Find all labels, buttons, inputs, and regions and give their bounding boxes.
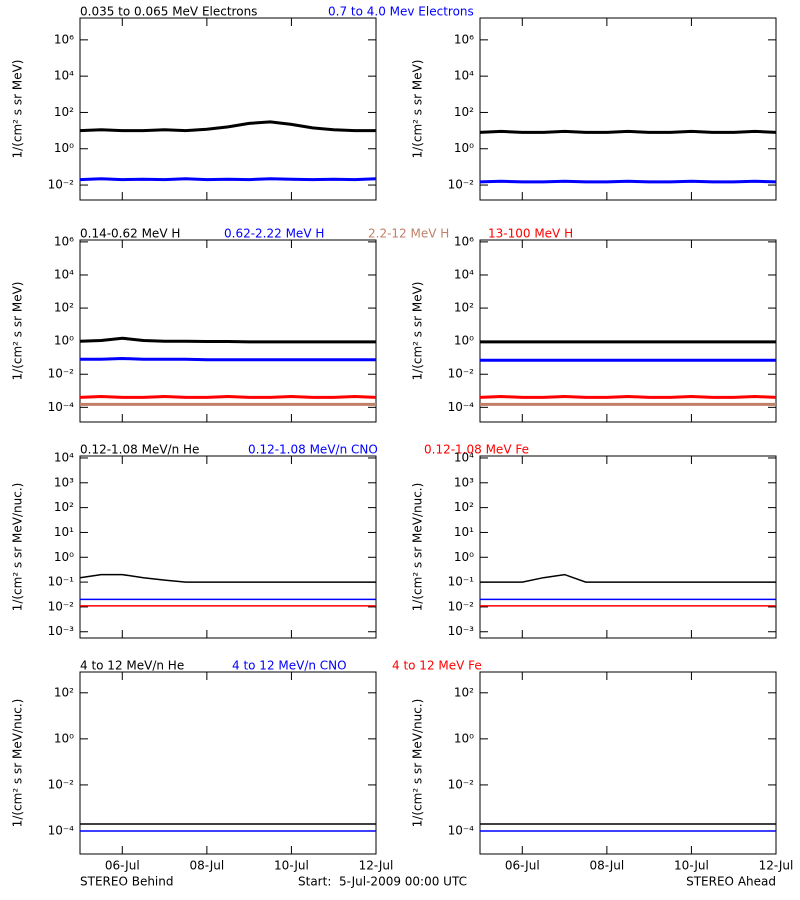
plot-frame xyxy=(479,17,777,201)
plot-frame xyxy=(79,17,377,201)
y-tick-label: 10⁻² xyxy=(48,367,75,381)
y-tick-label: 10⁻² xyxy=(448,599,475,613)
y-tick-label: 10⁴ xyxy=(454,267,474,281)
legend-label: 13-100 MeV H xyxy=(488,227,573,241)
footer-center: Start: 5-Jul-2009 00:00 UTC xyxy=(298,875,467,889)
x-tick-label: 08-Jul xyxy=(189,859,224,873)
plot-frame xyxy=(479,671,777,855)
y-tick-label: 10⁻³ xyxy=(448,624,475,638)
x-tick-label: 12-Jul xyxy=(359,859,394,873)
y-tick-label: 10⁰ xyxy=(54,731,74,745)
y-tick-label: 10² xyxy=(54,685,74,699)
legend-label: 0.12-1.08 MeV/n He xyxy=(80,443,199,457)
y-axis-label: 1/(cm² s sr MeV) xyxy=(11,60,25,159)
y-tick-label: 10⁻² xyxy=(48,777,75,791)
y-tick-label: 10⁻² xyxy=(448,777,475,791)
y-tick-label: 10⁻² xyxy=(448,367,475,381)
y-tick-label: 10⁻³ xyxy=(48,624,75,638)
y-tick-label: 10⁰ xyxy=(54,550,74,564)
y-tick-label: 10¹ xyxy=(54,525,74,539)
series-line xyxy=(480,573,776,583)
y-tick-label: 10⁻⁴ xyxy=(448,400,475,414)
y-tick-label: 10⁰ xyxy=(454,334,474,348)
series-line xyxy=(479,394,777,399)
y-tick-label: 10² xyxy=(54,105,74,119)
x-tick-label: 12-Jul xyxy=(759,859,794,873)
legend-label: 0.12-1.08 MeV Fe xyxy=(424,443,529,457)
y-tick-label: 10² xyxy=(54,301,74,315)
y-tick-label: 10⁻² xyxy=(48,178,75,192)
y-axis-label: 1/(cm² s sr MeV) xyxy=(11,282,25,381)
y-tick-label: 10⁶ xyxy=(454,32,474,46)
y-tick-label: 10³ xyxy=(54,475,74,489)
y-tick-label: 10⁻⁴ xyxy=(48,823,75,837)
legend-label: 4 to 12 MeV Fe xyxy=(392,659,482,673)
y-tick-label: 10⁰ xyxy=(54,141,74,155)
series-line xyxy=(79,120,376,133)
x-tick-label: 06-Jul xyxy=(105,859,140,873)
y-tick-label: 10⁻¹ xyxy=(448,575,475,589)
legend-label: 4 to 12 MeV/n CNO xyxy=(232,659,347,673)
legend-label: 0.12-1.08 MeV/n CNO xyxy=(248,443,378,457)
series-line xyxy=(479,179,777,184)
y-axis-label: 1/(cm² s sr MeV/nuc.) xyxy=(11,483,25,612)
y-axis-label: 1/(cm² s sr MeV/nuc.) xyxy=(411,699,425,828)
series-line xyxy=(79,336,376,344)
y-tick-label: 10⁴ xyxy=(454,69,474,83)
y-tick-label: 10⁻⁴ xyxy=(48,400,75,414)
plot-frame xyxy=(79,239,377,423)
legend-label: 4 to 12 MeV/n He xyxy=(80,659,184,673)
series-line xyxy=(79,394,377,399)
y-axis-label: 1/(cm² s sr MeV/nuc.) xyxy=(11,699,25,828)
y-tick-label: 10² xyxy=(454,500,474,514)
y-tick-label: 10³ xyxy=(454,475,474,489)
y-tick-label: 10² xyxy=(454,685,474,699)
y-tick-label: 10² xyxy=(54,500,74,514)
legend-label: 0.7 to 4.0 Mev Electrons xyxy=(328,5,474,19)
y-axis-label: 1/(cm² s sr MeV/nuc.) xyxy=(411,483,425,612)
series-line xyxy=(80,356,376,362)
y-tick-label: 10⁶ xyxy=(54,32,74,46)
y-tick-label: 10⁻² xyxy=(448,178,475,192)
y-tick-label: 10⁰ xyxy=(54,334,74,348)
y-axis-label: 1/(cm² s sr MeV) xyxy=(411,60,425,159)
x-tick-label: 10-Jul xyxy=(674,859,709,873)
y-tick-label: 10¹ xyxy=(454,525,474,539)
y-tick-label: 10⁶ xyxy=(54,234,74,248)
series-line xyxy=(79,573,376,583)
series-line xyxy=(479,129,777,134)
y-tick-label: 10⁻⁴ xyxy=(448,823,475,837)
x-tick-label: 10-Jul xyxy=(274,859,309,873)
y-tick-label: 10⁴ xyxy=(54,267,74,281)
y-tick-label: 10⁻¹ xyxy=(48,575,75,589)
y-tick-label: 10² xyxy=(454,105,474,119)
y-tick-label: 10² xyxy=(454,301,474,315)
plot-frame xyxy=(479,455,777,639)
legend-label: 0.035 to 0.065 MeV Electrons xyxy=(80,5,257,19)
y-tick-label: 10⁰ xyxy=(454,141,474,155)
y-axis-label: 1/(cm² s sr MeV) xyxy=(411,282,425,381)
y-tick-label: 10⁻² xyxy=(48,599,75,613)
plot-frame xyxy=(79,671,377,855)
x-tick-label: 06-Jul xyxy=(505,859,540,873)
legend-label: 2.2-12 MeV H xyxy=(368,227,449,241)
y-tick-label: 10⁴ xyxy=(54,69,74,83)
y-tick-label: 10⁰ xyxy=(454,550,474,564)
footer-right: STEREO Ahead xyxy=(686,875,776,889)
y-tick-label: 10⁴ xyxy=(54,450,74,464)
footer-left: STEREO Behind xyxy=(80,875,174,889)
legend-label: 0.62-2.22 MeV H xyxy=(224,227,324,241)
y-tick-label: 10⁰ xyxy=(454,731,474,745)
series-line xyxy=(79,177,377,182)
y-tick-label: 10⁶ xyxy=(454,234,474,248)
plot-frame xyxy=(79,455,377,639)
plot-frame xyxy=(479,239,777,423)
x-tick-label: 08-Jul xyxy=(589,859,624,873)
y-tick-label: 10⁴ xyxy=(454,450,474,464)
legend-label: 0.14-0.62 MeV H xyxy=(80,227,180,241)
